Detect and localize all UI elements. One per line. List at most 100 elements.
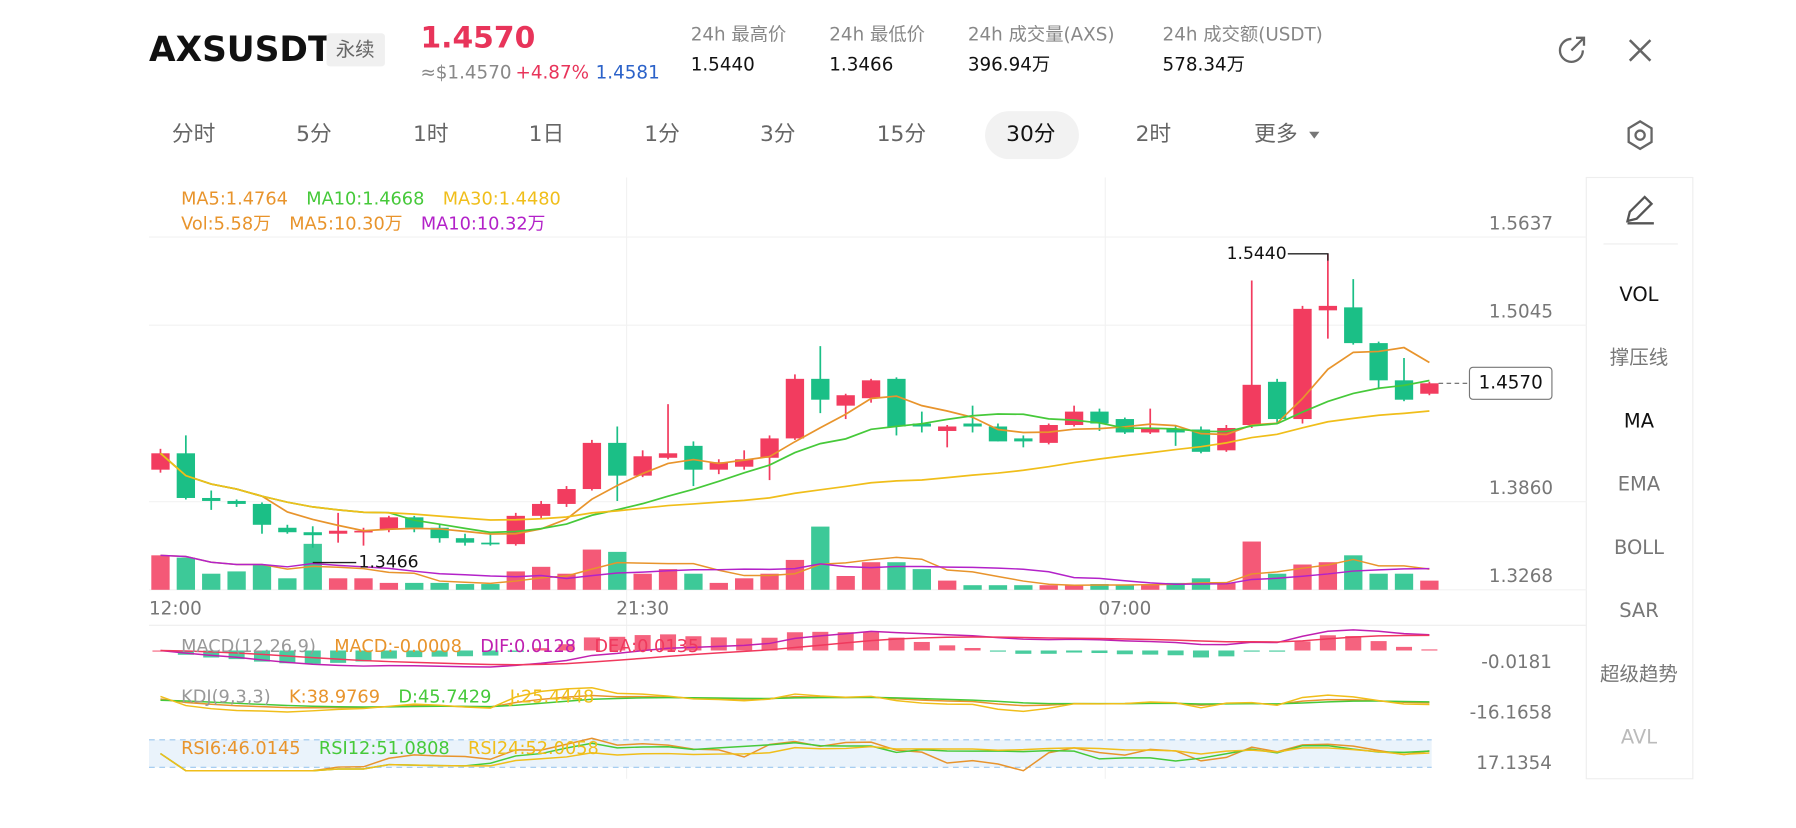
macd-bar (837, 632, 854, 651)
side-item[interactable]: MA (1624, 409, 1655, 432)
tab[interactable]: 更多 (1254, 122, 1298, 147)
last-price-label: 1.4570 (1479, 372, 1543, 393)
tab[interactable]: 2时 (1136, 122, 1172, 147)
main-legend: MA30:1.4480 (443, 189, 561, 209)
vol-ma10-line (160, 554, 1430, 586)
volume-bar (1420, 580, 1439, 590)
stat-label: 24h 成交量(AXS) (968, 25, 1115, 46)
close-icon[interactable] (1628, 39, 1652, 62)
side-item[interactable]: VOL (1619, 283, 1658, 306)
candle-body (405, 517, 424, 528)
macd-bar (1040, 650, 1057, 654)
macd-bar (1116, 650, 1133, 655)
candle-body (1090, 411, 1109, 424)
candle-body (1318, 305, 1338, 311)
active-tab-bg (985, 111, 1079, 160)
vol-legend: MA5:10.30万 (289, 214, 402, 234)
macd-bar (1243, 650, 1260, 652)
volume-bar (252, 564, 272, 590)
macd-bar (786, 632, 803, 651)
candle-body (811, 378, 830, 400)
candle-body (379, 517, 399, 530)
volume-bar (1141, 584, 1160, 590)
volume-bar (455, 584, 475, 590)
kdj-axis: -16.1658 (1470, 702, 1552, 723)
volume-bar (1217, 582, 1236, 590)
stat-value: 396.94万 (968, 54, 1050, 75)
macd-bar (1294, 641, 1311, 651)
candle-body (963, 423, 982, 427)
macd-bar (1192, 650, 1209, 658)
vol-ma5-line (160, 554, 1430, 586)
macd-bar (1319, 635, 1336, 651)
candle-body (1394, 380, 1414, 400)
candle-body (303, 532, 322, 536)
volume-bar (608, 551, 627, 590)
candle-body (1369, 343, 1388, 381)
tab[interactable]: 1时 (413, 122, 449, 147)
stat-label: 24h 成交额(USDT) (1163, 25, 1323, 46)
volume-bar (151, 555, 170, 590)
y-tick-label: 1.3268 (1489, 566, 1553, 587)
candle-body (151, 453, 170, 470)
chart: 1.5637 1.5045 1.3860 1.3268 1.5440 1.3466 1.45… (149, 177, 1587, 779)
tab[interactable]: 1日 (529, 122, 565, 147)
macd-bar (1395, 646, 1413, 651)
macd-bar (203, 650, 220, 658)
settings-icon[interactable] (1627, 120, 1653, 151)
macd-bar (1421, 649, 1438, 651)
candle-body (202, 497, 221, 501)
side-item[interactable]: EMA (1618, 473, 1661, 496)
candle-body (912, 423, 931, 427)
side-item[interactable]: 撑压线 (1610, 346, 1668, 369)
kdj-legend: D:45.7429 (398, 687, 491, 707)
candle-body (506, 515, 525, 545)
tab[interactable]: 15分 (877, 122, 926, 147)
macd-bar (380, 650, 397, 659)
macd-bar (989, 650, 1006, 652)
share-icon[interactable] (1558, 36, 1586, 63)
candle-body (1420, 383, 1439, 394)
volume-bar (481, 584, 500, 590)
vol-legend: MA10:10.32万 (421, 214, 546, 234)
macd-bar (1015, 650, 1032, 654)
candle-body (735, 459, 754, 467)
side-item[interactable]: SAR (1619, 599, 1659, 622)
candle-body (887, 378, 906, 427)
macd-bar (1370, 641, 1387, 651)
volume-bar (1267, 573, 1287, 590)
macd-bar (913, 641, 930, 651)
macd-bar (812, 631, 829, 651)
tab[interactable]: 1分 (644, 122, 680, 147)
volume-bar (328, 578, 348, 590)
main-legend: MA5:1.4764 (181, 189, 288, 209)
volume-bar (1242, 541, 1261, 590)
tab[interactable]: 5分 (296, 122, 332, 147)
tab[interactable]: 30分 (1006, 122, 1055, 147)
side-item[interactable]: BOLL (1614, 536, 1664, 559)
volume-bar (1090, 584, 1109, 590)
ma5-line (159, 346, 1430, 535)
tab[interactable]: 分时 (172, 122, 215, 147)
macd-bar (939, 645, 956, 651)
macd-bar (1142, 650, 1159, 655)
macd-bar (1066, 650, 1083, 653)
side-item[interactable]: AVL (1621, 725, 1657, 748)
macd-bar (355, 650, 372, 662)
macd-legend: DIF:0.0128 (480, 637, 576, 657)
candle-body (1064, 411, 1084, 426)
rsi24-line (160, 745, 1430, 772)
draw-icon[interactable] (1625, 195, 1654, 225)
candle-body (1242, 384, 1261, 426)
side-item[interactable]: 超级趋势 (1600, 662, 1678, 685)
candle-body (861, 380, 881, 399)
candle-body (1267, 381, 1287, 420)
volume-bar (735, 578, 754, 590)
volume-bar (1394, 573, 1414, 590)
x-tick-label: 21:30 (616, 598, 669, 619)
macd-bar (507, 650, 524, 652)
stat-label: 24h 最低价 (829, 25, 925, 46)
tab[interactable]: 3分 (760, 122, 796, 147)
